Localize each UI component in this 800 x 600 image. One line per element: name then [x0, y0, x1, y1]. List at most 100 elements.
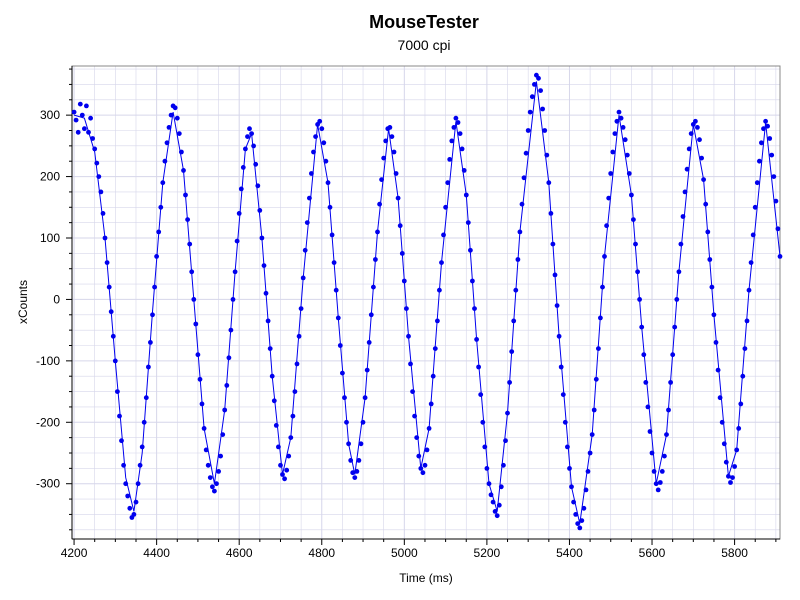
- data-point: [226, 355, 232, 361]
- data-point: [759, 140, 764, 146]
- data-point: [146, 364, 151, 370]
- data-point: [162, 158, 168, 164]
- data-point: [137, 462, 143, 468]
- data-point: [249, 131, 255, 137]
- data-point: [323, 158, 329, 164]
- data-point: [212, 488, 217, 494]
- data-point: [577, 525, 583, 531]
- data-point: [257, 208, 263, 213]
- data-point: [224, 383, 230, 388]
- data-point: [368, 312, 374, 318]
- data-point: [197, 376, 203, 382]
- data-point: [383, 138, 389, 144]
- data-point: [352, 475, 358, 480]
- data-point: [418, 466, 424, 471]
- data-point: [738, 401, 744, 407]
- data-point: [94, 160, 100, 166]
- data-point: [726, 473, 731, 479]
- data-point: [585, 469, 591, 474]
- data-point: [750, 232, 756, 238]
- data-point: [608, 171, 614, 176]
- data-point: [228, 327, 234, 333]
- data-point: [263, 290, 269, 296]
- data-point: [688, 131, 694, 137]
- data-point: [234, 238, 240, 244]
- data-point: [185, 217, 191, 223]
- data-point: [127, 505, 133, 511]
- data-point: [432, 346, 438, 351]
- y-tick-label: 0: [53, 292, 60, 306]
- data-point: [278, 462, 283, 468]
- x-tick-label: 4800: [308, 546, 335, 560]
- data-point: [637, 297, 642, 302]
- data-point: [150, 312, 155, 318]
- data-point: [373, 257, 378, 262]
- data-point: [501, 462, 506, 468]
- data-point: [476, 364, 481, 370]
- data-point: [426, 426, 432, 431]
- data-point: [348, 458, 354, 463]
- data-point: [329, 232, 335, 238]
- data-point: [719, 419, 725, 425]
- data-point: [73, 117, 79, 123]
- x-tick-label: 5600: [639, 546, 666, 560]
- data-point: [139, 444, 145, 450]
- plot-area: 4200 4400 4600 4800 5000 5200 5400 5600 5800 -30…: [36, 65, 783, 560]
- data-point: [544, 152, 550, 158]
- data-point: [152, 284, 158, 290]
- data-point: [771, 174, 777, 180]
- data-point: [135, 481, 141, 487]
- data-point: [309, 171, 314, 176]
- data-point: [732, 464, 737, 469]
- data-point: [723, 459, 729, 465]
- data-point: [484, 466, 490, 471]
- data-point: [174, 115, 180, 121]
- data-point: [428, 401, 434, 407]
- data-point: [292, 389, 298, 394]
- data-point: [647, 429, 653, 434]
- data-point: [645, 404, 651, 410]
- data-point: [496, 502, 502, 508]
- data-point: [210, 484, 215, 490]
- data-point: [298, 306, 304, 311]
- data-point: [331, 260, 337, 265]
- data-point: [98, 189, 104, 195]
- data-point: [195, 352, 201, 358]
- data-point: [626, 171, 632, 176]
- x-tick-label: 5000: [391, 546, 418, 560]
- data-point: [88, 115, 93, 121]
- data-point: [643, 380, 649, 385]
- data-point: [201, 426, 207, 431]
- data-point: [115, 389, 120, 394]
- data-point: [133, 499, 139, 505]
- data-point: [255, 183, 261, 189]
- data-point: [125, 493, 131, 499]
- data-point: [399, 251, 405, 256]
- data-point: [240, 165, 246, 170]
- data-point: [269, 373, 275, 379]
- data-point: [410, 389, 415, 394]
- data-point: [350, 470, 356, 476]
- data-point: [465, 220, 471, 226]
- data-point: [319, 126, 325, 132]
- data-point: [511, 318, 517, 324]
- data-point: [598, 315, 603, 321]
- data-point: [430, 373, 436, 379]
- data-point: [565, 444, 570, 450]
- data-point: [340, 370, 345, 376]
- data-point: [616, 109, 622, 115]
- data-point: [181, 168, 186, 173]
- data-point: [604, 223, 609, 229]
- data-point: [754, 180, 760, 186]
- data-point: [633, 241, 638, 247]
- data-point: [620, 125, 626, 130]
- data-point: [379, 177, 384, 183]
- data-point: [651, 469, 657, 474]
- data-point: [82, 126, 87, 132]
- data-point: [261, 263, 267, 268]
- data-point: [346, 441, 351, 447]
- data-point: [521, 175, 527, 181]
- data-point: [474, 337, 479, 342]
- data-point: [455, 120, 461, 125]
- data-point: [761, 126, 766, 132]
